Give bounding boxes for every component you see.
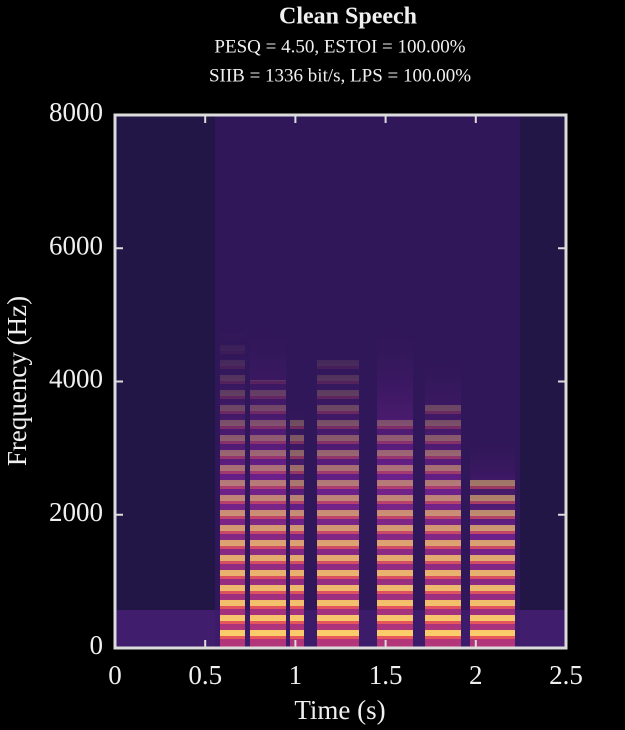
harmonics xyxy=(220,330,515,642)
spectrogram xyxy=(115,115,566,648)
y-axis-label: Frequency (Hz) xyxy=(2,296,32,466)
y-tick-label: 2000 xyxy=(49,497,103,527)
spectrogram-texture xyxy=(250,380,286,642)
x-tick-label: 0.5 xyxy=(188,660,222,690)
x-tick-label: 0 xyxy=(108,660,122,690)
x-tick-label: 1 xyxy=(289,660,303,690)
chart-title: Clean Speech xyxy=(279,4,417,30)
chart-subtitle: PESQ = 4.50, ESTOI = 100.00% xyxy=(214,36,465,57)
spectrogram-texture xyxy=(377,420,413,642)
spectrogram-texture xyxy=(220,330,245,642)
spectrogram-texture xyxy=(290,420,304,642)
x-axis-label: Time (s) xyxy=(294,695,385,725)
x-tick-label: 2.5 xyxy=(549,660,583,690)
x-tick-label: 1.5 xyxy=(369,660,403,690)
chart-subtitle: SIIB = 1336 bit/s, LPS = 100.00% xyxy=(209,65,471,86)
y-tick-label: 4000 xyxy=(49,364,103,394)
y-tick-label: 8000 xyxy=(49,97,103,127)
x-tick-label: 2 xyxy=(469,660,483,690)
spectrogram-texture xyxy=(470,480,515,642)
voiced-regions xyxy=(215,115,520,648)
y-tick-label: 6000 xyxy=(49,230,103,260)
y-tick-label: 0 xyxy=(90,630,104,660)
spectrogram-texture xyxy=(317,360,359,642)
spectrogram-texture xyxy=(425,400,461,642)
